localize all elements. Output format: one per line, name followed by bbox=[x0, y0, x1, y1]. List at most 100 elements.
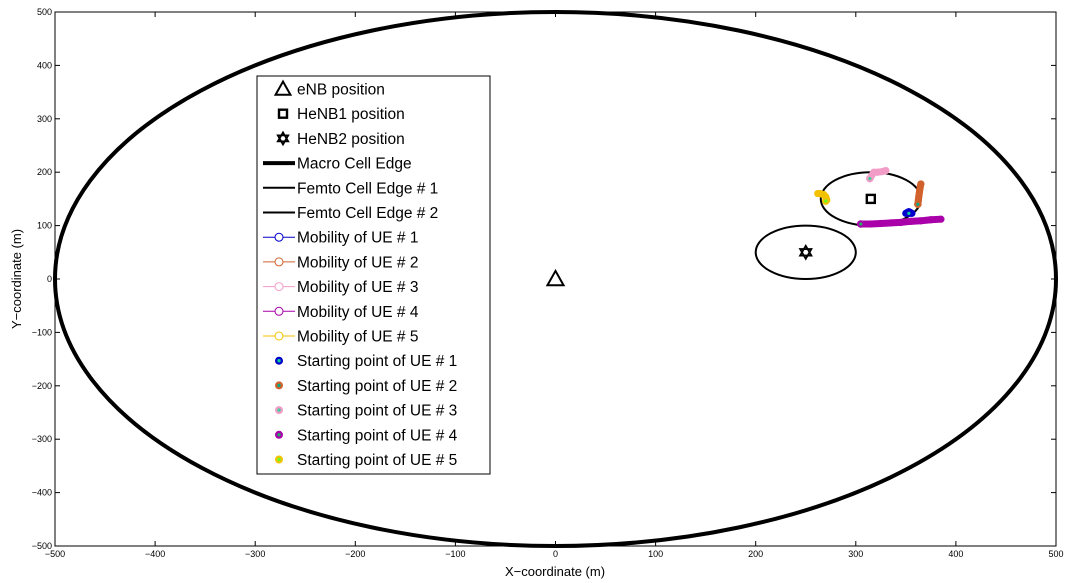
ue-4-start-dot bbox=[859, 222, 863, 226]
legend-label: Starting point of UE # 1 bbox=[297, 353, 457, 370]
y-tick-label: 100 bbox=[37, 221, 52, 231]
hexagram-triangle bbox=[276, 134, 290, 147]
x-tick-label: −200 bbox=[345, 549, 365, 559]
ue-2-point bbox=[917, 180, 925, 188]
x-tick-label: 300 bbox=[848, 549, 863, 559]
legend-label: Starting point of UE # 2 bbox=[297, 378, 457, 395]
legend-label: HeNB2 position bbox=[297, 131, 405, 148]
legend-hexagram-icon bbox=[276, 130, 290, 147]
legend-start-point-dot bbox=[277, 408, 281, 412]
plot-frame bbox=[54, 11, 1057, 547]
y-tick-label: 0 bbox=[47, 274, 52, 284]
legend-row: HeNB2 position bbox=[276, 130, 405, 148]
cell-edges bbox=[53, 10, 1058, 548]
y-tick-label: −100 bbox=[32, 327, 52, 337]
ue-4-point bbox=[877, 219, 885, 228]
ue-4-point bbox=[897, 218, 905, 226]
legend-label: Mobility of UE # 1 bbox=[297, 230, 418, 247]
ue-4-point bbox=[917, 217, 925, 225]
hexagram-triangle bbox=[798, 248, 813, 261]
legend-row: Macro Cell Edge bbox=[263, 156, 412, 173]
hexagram-triangle bbox=[798, 243, 813, 257]
henb1-square-marker bbox=[865, 193, 877, 205]
x-tick-label: 100 bbox=[648, 549, 663, 559]
y-tick-label: 500 bbox=[37, 7, 52, 17]
plot-area-border bbox=[54, 11, 1057, 547]
legend-row: Starting point of UE # 4 bbox=[275, 427, 458, 444]
legend-row: Starting point of UE # 5 bbox=[275, 452, 457, 469]
ue-4-point bbox=[927, 216, 935, 224]
y-tick-label: −400 bbox=[32, 488, 52, 498]
base-station-positions bbox=[545, 193, 877, 287]
legend-label: Starting point of UE # 5 bbox=[297, 452, 457, 469]
legend-label: Starting point of UE # 4 bbox=[297, 427, 458, 444]
y-tick-label: −200 bbox=[32, 381, 52, 391]
ue-4-point bbox=[867, 220, 875, 228]
legend-label: Macro Cell Edge bbox=[297, 156, 412, 173]
legend-start-point-dot bbox=[277, 433, 281, 437]
legend-series-marker-icon bbox=[274, 257, 284, 267]
femto-cell-edge bbox=[754, 224, 857, 281]
enb-triangle-marker bbox=[545, 268, 566, 287]
ue-2-start-dot bbox=[916, 202, 920, 206]
ue-1-start-dot bbox=[907, 211, 911, 215]
ue-5-start-dot bbox=[824, 199, 828, 203]
x-tick-label: −400 bbox=[145, 549, 165, 559]
ue-4-point bbox=[907, 217, 915, 225]
legend-row: Mobility of UE # 2 bbox=[263, 254, 418, 271]
legend-row: eNB position bbox=[273, 79, 385, 99]
legend-label: Mobility of UE # 2 bbox=[297, 254, 418, 271]
legend-row: Starting point of UE # 3 bbox=[275, 403, 457, 420]
axis-ticks: −500 −400 −300 −200 −100 0 100 200 300 400 500 −500… bbox=[32, 7, 1064, 559]
y-tick-label: −300 bbox=[32, 434, 52, 444]
legend-row: Mobility of UE # 4 bbox=[263, 304, 419, 321]
x-tick-label: 400 bbox=[948, 549, 963, 559]
legend-row: Mobility of UE # 1 bbox=[263, 230, 418, 247]
legend-row: HeNB1 position bbox=[277, 106, 405, 123]
ue-4-point bbox=[887, 219, 895, 227]
legend-label: Mobility of UE # 5 bbox=[297, 329, 418, 346]
legend-row: Starting point of UE # 1 bbox=[275, 353, 457, 370]
legend-label: Mobility of UE # 4 bbox=[297, 304, 419, 321]
legend-start-point-dot bbox=[277, 383, 281, 388]
legend-box bbox=[256, 75, 491, 475]
macro-cell-edge bbox=[53, 10, 1058, 548]
legend-series-marker-icon bbox=[274, 306, 284, 316]
henb2-hexagram-marker bbox=[798, 243, 813, 261]
legend-label: Femto Cell Edge # 2 bbox=[297, 205, 438, 222]
ue-3-start-dot bbox=[868, 177, 872, 181]
ue-mobility-tracks bbox=[814, 166, 945, 228]
x-axis-label: X−coordinate (m) bbox=[505, 564, 605, 579]
x-tick-label: −300 bbox=[245, 549, 265, 559]
x-tick-label: −100 bbox=[445, 549, 465, 559]
legend-series-marker-icon bbox=[274, 331, 284, 341]
x-tick-label: 500 bbox=[1048, 549, 1063, 559]
y-axis-label: Y−coordinate (m) bbox=[9, 229, 24, 329]
legend-row: Femto Cell Edge # 2 bbox=[263, 205, 438, 222]
x-tick-label: 200 bbox=[748, 549, 763, 559]
legend-row: Mobility of UE # 3 bbox=[263, 279, 418, 296]
legend-row: Mobility of UE # 5 bbox=[263, 329, 418, 346]
x-tick-label: 0 bbox=[553, 549, 558, 559]
legend-label: HeNB1 position bbox=[297, 106, 405, 123]
legend-start-point-dot bbox=[277, 359, 281, 363]
legend-triangle-icon bbox=[273, 79, 293, 96]
legend-label: Femto Cell Edge # 1 bbox=[297, 180, 438, 197]
hexagram-triangle bbox=[276, 130, 290, 143]
legend-label: eNB position bbox=[297, 82, 385, 99]
y-tick-label: 300 bbox=[37, 114, 52, 124]
ue-4-point bbox=[937, 215, 945, 223]
y-tick-label: 400 bbox=[37, 60, 52, 70]
legend-row: Femto Cell Edge # 1 bbox=[263, 180, 438, 197]
legend-row: Starting point of UE # 2 bbox=[275, 378, 457, 395]
legend-series-marker-icon bbox=[274, 232, 284, 242]
x-tick-label: −500 bbox=[45, 549, 65, 559]
legend-label: Starting point of UE # 3 bbox=[297, 403, 457, 420]
legend-series-marker-icon bbox=[274, 282, 284, 292]
legend-label: Mobility of UE # 3 bbox=[297, 279, 418, 296]
y-tick-label: 200 bbox=[37, 167, 52, 177]
ue-3-point bbox=[882, 166, 890, 175]
legend-square-icon bbox=[277, 108, 289, 119]
legend: eNB position HeNB1 position HeNB2 position… bbox=[256, 75, 491, 475]
